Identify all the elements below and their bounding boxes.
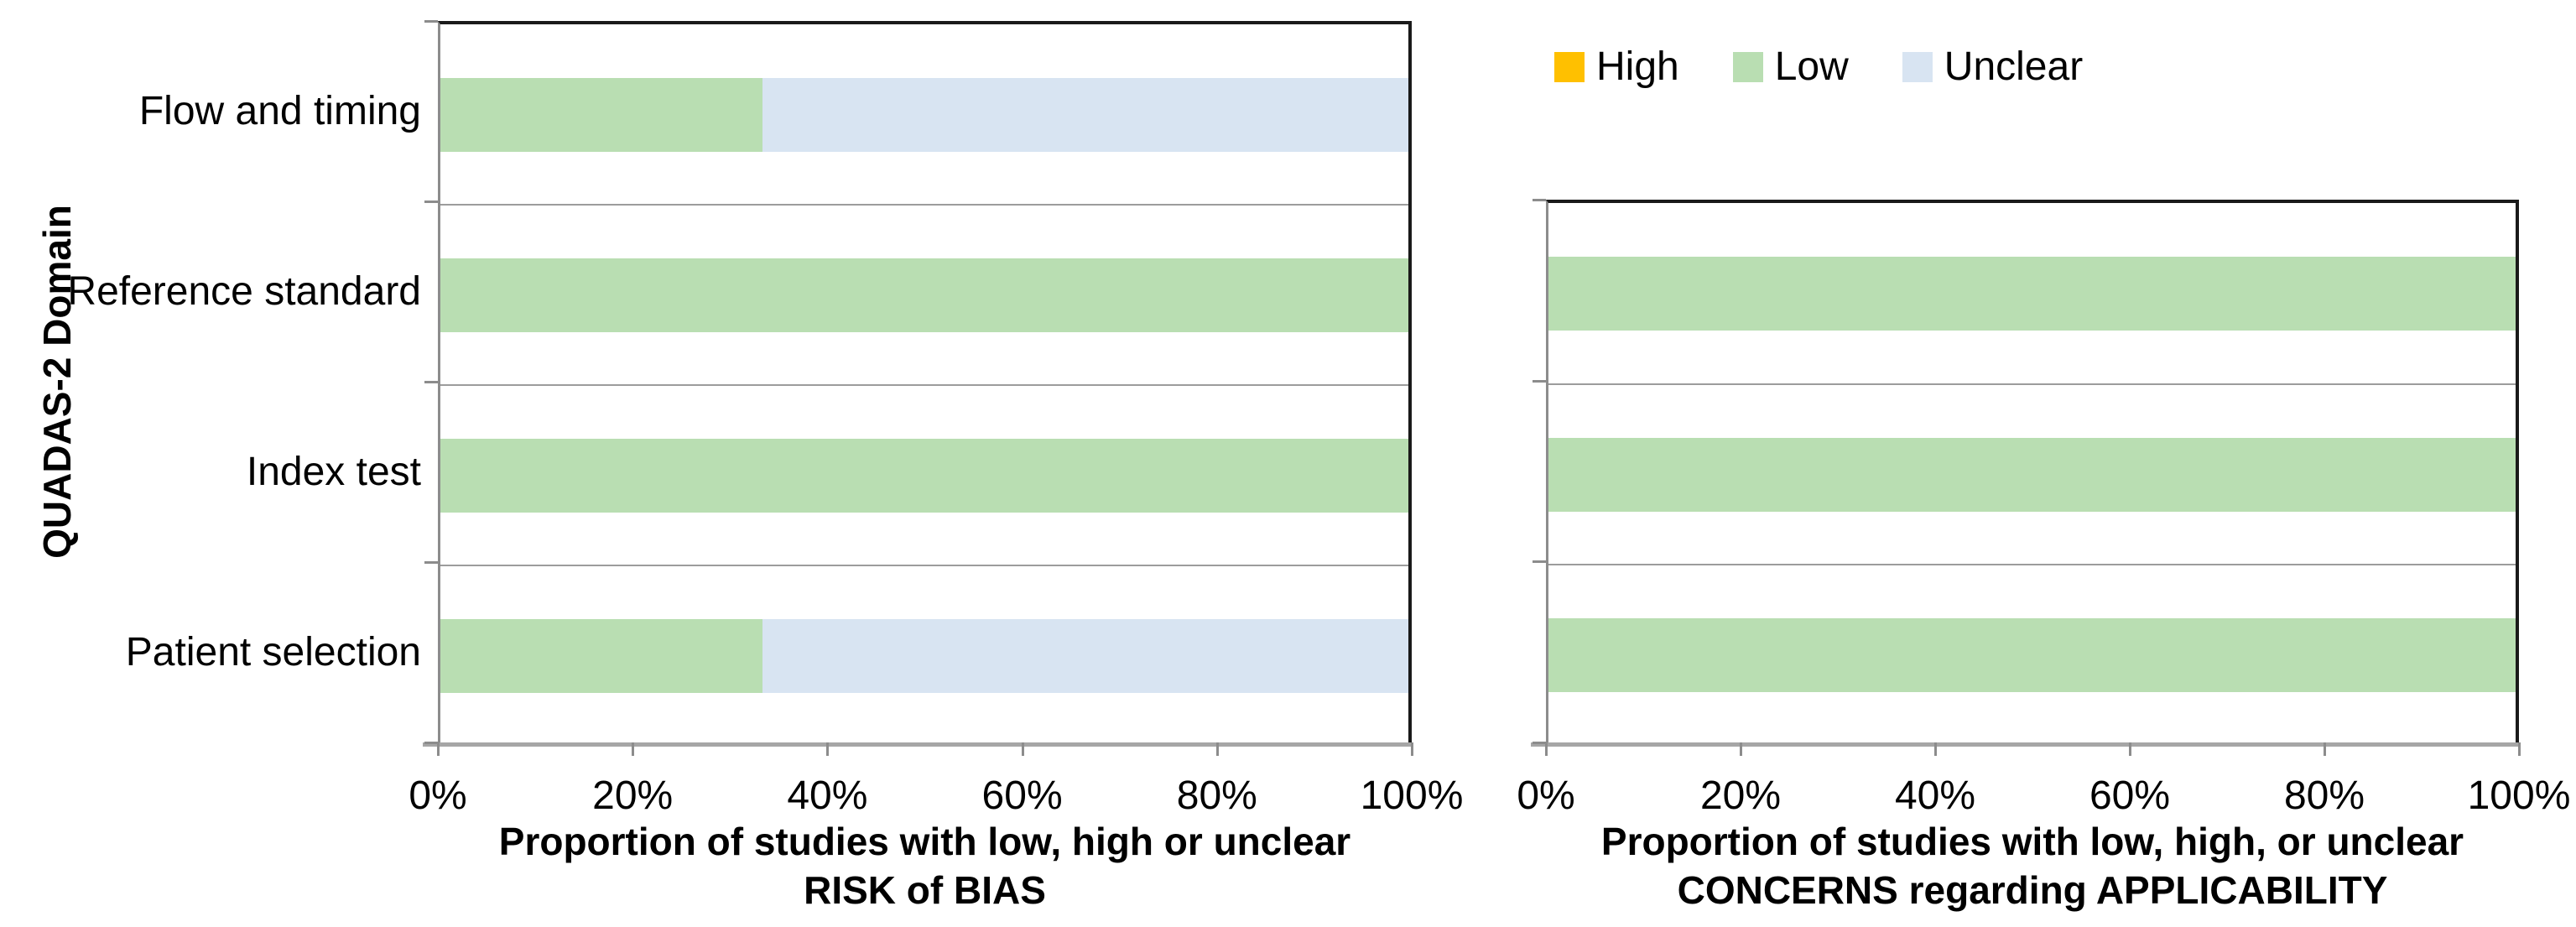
y-axis-tick <box>1533 742 1546 744</box>
legend-swatch-high-icon <box>1554 51 1585 82</box>
legend-label-low: Low <box>1774 44 1849 89</box>
x-tick-label: 80% <box>1176 773 1257 818</box>
x-tick-label: 40% <box>1894 773 1976 818</box>
row-gridline <box>440 204 1408 206</box>
y-axis-tick <box>424 20 438 23</box>
x-axis-title-applicability-line1: Proportion of studies with low, high, or… <box>1600 820 2464 863</box>
row-gridline <box>1548 564 2516 566</box>
x-tick-label: 60% <box>981 773 1063 818</box>
x-axis-tick <box>2518 742 2521 756</box>
category-label: Flow and timing <box>138 88 421 133</box>
legend: High Low Unclear <box>1554 44 2083 90</box>
legend-label-high: High <box>1596 44 1679 89</box>
x-axis-tick <box>437 742 440 756</box>
row-gridline <box>440 565 1408 566</box>
bar-segment-low <box>440 438 1408 513</box>
legend-swatch-low-icon <box>1732 51 1763 82</box>
x-axis-tick <box>1934 742 1937 756</box>
bar-segment-low <box>1548 618 2516 693</box>
legend-item-low: Low <box>1732 44 1849 90</box>
legend-swatch-unclear-icon <box>1902 51 1933 82</box>
bar-segment-low <box>1548 437 2516 512</box>
risk-of-bias-plot-area <box>438 21 1412 742</box>
row-gridline <box>440 384 1408 386</box>
x-tick-label: 0% <box>1517 773 1575 818</box>
x-axis-tick <box>632 742 635 756</box>
x-axis-line <box>423 742 1412 747</box>
y-axis-tick <box>424 201 438 203</box>
x-tick-label: 100% <box>2467 773 2571 818</box>
x-axis-title-risk-line2: RISK of BIAS <box>804 868 1046 912</box>
x-axis-tick <box>1411 742 1413 756</box>
x-tick-label: 20% <box>1699 773 1782 818</box>
x-tick-label: 20% <box>592 773 674 818</box>
y-axis-tick <box>1533 380 1546 383</box>
bar-segment-unclear <box>762 77 1408 152</box>
legend-item-high: High <box>1554 44 1679 90</box>
y-axis-title: QUADAS-2 Domain <box>35 205 79 559</box>
row-gridline <box>1548 383 2516 385</box>
bar-segment-low <box>440 618 763 693</box>
y-axis-tick <box>424 561 438 564</box>
x-tick-label: 100% <box>1360 773 1464 818</box>
y-axis-tick <box>424 742 438 744</box>
x-tick-label: 40% <box>787 773 868 818</box>
y-axis-tick <box>1533 199 1546 201</box>
x-axis-tick <box>1215 742 1219 756</box>
category-label: Patient selection <box>125 629 421 674</box>
x-axis-title-risk-line1: Proportion of studies with low, high or … <box>498 820 1351 863</box>
x-tick-label: 0% <box>409 773 467 818</box>
x-axis-tick <box>1021 742 1024 756</box>
x-axis-tick <box>826 742 830 756</box>
bar-segment-unclear <box>762 618 1408 693</box>
x-axis-title-applicability-line2: CONCERNS regarding APPLICABILITY <box>1677 868 2388 912</box>
x-axis-tick <box>1545 742 1548 756</box>
bar-segment-low <box>440 77 763 152</box>
bar-segment-low <box>1548 256 2516 331</box>
x-tick-label: 80% <box>2283 773 2365 818</box>
category-label: Reference standard <box>67 268 421 314</box>
x-axis-tick <box>1740 742 1742 756</box>
x-tick-label: 60% <box>2089 773 2171 818</box>
x-axis-tick <box>2324 742 2326 756</box>
x-axis-line <box>1531 742 2519 747</box>
applicability-plot-area <box>1546 200 2519 742</box>
legend-label-unclear: Unclear <box>1944 44 2084 89</box>
bar-segment-low <box>440 258 1408 332</box>
y-axis-tick <box>1533 560 1546 563</box>
category-label: Index test <box>246 449 421 494</box>
y-axis-tick <box>424 381 438 383</box>
legend-item-unclear: Unclear <box>1902 44 2083 90</box>
x-axis-tick <box>2129 742 2131 756</box>
